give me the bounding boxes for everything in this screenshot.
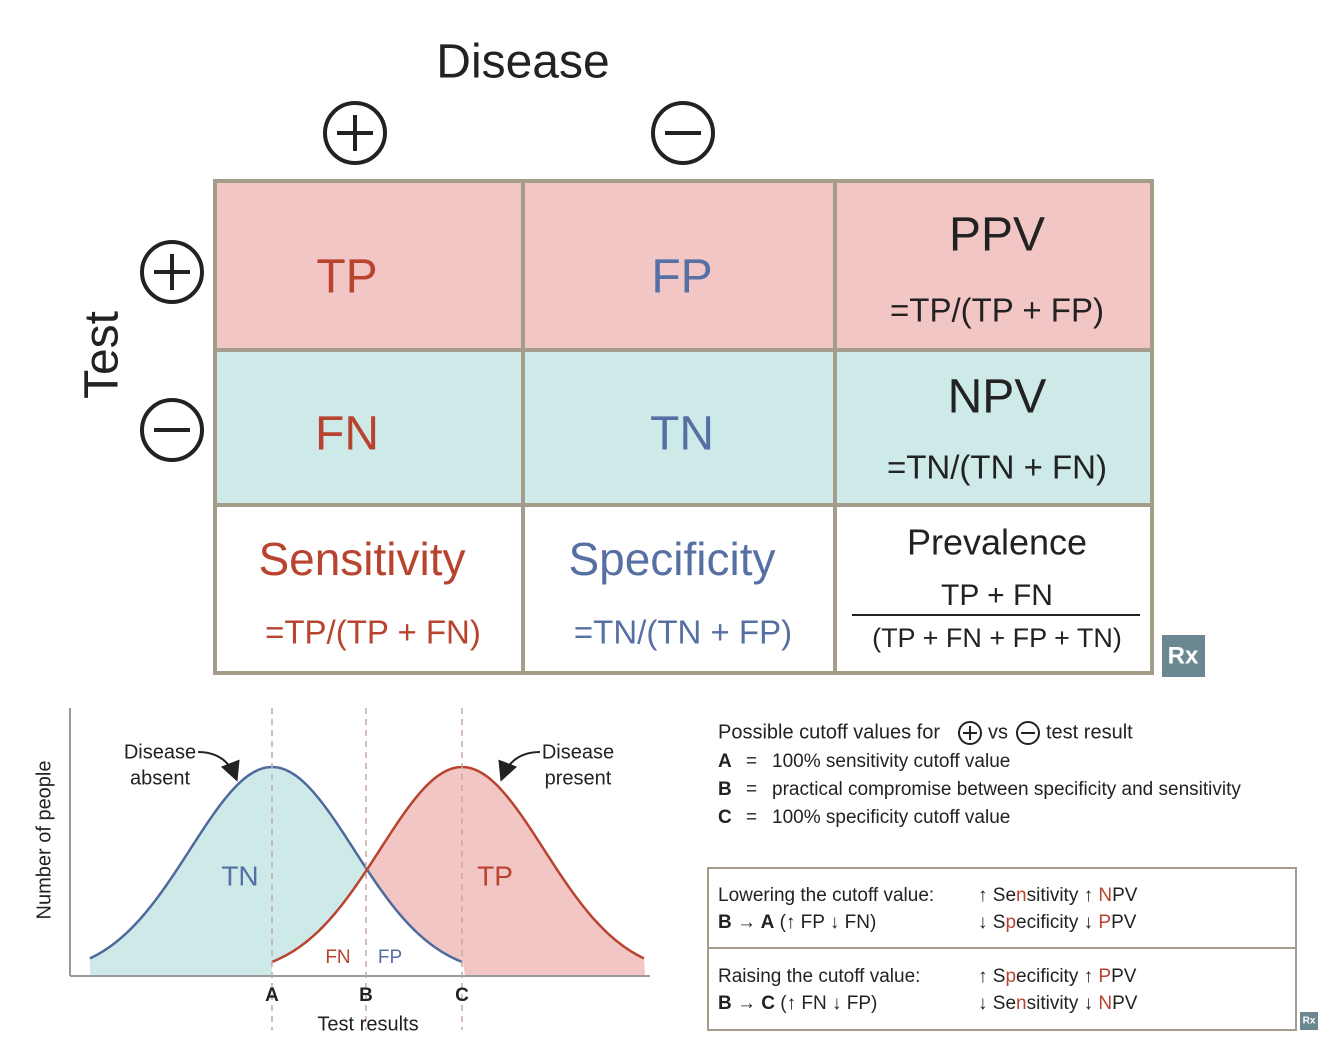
plus-icon (958, 721, 982, 745)
text-part: N (1098, 993, 1112, 1014)
npv-label: NPV (948, 371, 1047, 424)
logo (1162, 635, 1205, 677)
distribution-curves (89, 765, 645, 976)
text-part: (↑ FP ↓ FN) (774, 912, 876, 933)
legend-key: A (718, 751, 732, 772)
effect-title: Raising the cutoff value: (718, 966, 920, 987)
cutoff-label: B (359, 985, 373, 1006)
tn-area (90, 767, 366, 976)
plus-icon (140, 240, 204, 304)
text-part: ↓ Se (978, 993, 1016, 1014)
prevalence-label: Prevalence (907, 522, 1087, 563)
text-part: PV (1111, 912, 1137, 933)
pointer-arrow (498, 751, 541, 782)
legend-eq: = (746, 751, 757, 772)
legend-eq: = (746, 807, 757, 828)
text-part: ecificity ↑ (1016, 966, 1098, 987)
text-part: ↑ Se (978, 885, 1016, 906)
prevalence-numerator: TP + FN (941, 579, 1053, 612)
fn-cell: FN (315, 408, 379, 461)
effect-text: B → C (↑ FN ↓ FP) (718, 993, 877, 1014)
text-part: B → A (718, 912, 775, 933)
logo (1300, 1012, 1318, 1030)
legend-heading: Possible cutoff values for (718, 721, 940, 743)
tn-cell: TN (650, 408, 714, 461)
legend-eq: = (746, 779, 757, 800)
effect-text: ↓ Sensitivity ↓ NPV (978, 993, 1138, 1014)
plus-icon (323, 101, 387, 165)
legend-items: A = 100% sensitivity cutoff value B = practic… (718, 751, 1241, 828)
ppv-label: PPV (949, 209, 1045, 262)
fn-region: FN (325, 947, 350, 968)
effect-title: Lowering the cutoff value: (718, 885, 934, 906)
text-part: PV (1111, 966, 1137, 987)
cutoff-lines (271, 708, 463, 1030)
legend-key: B (718, 779, 732, 800)
text-part: sitivity ↓ (1027, 993, 1099, 1014)
text-part: ↑ S (978, 966, 1005, 987)
disease-present-label: present (545, 767, 612, 789)
specificity-formula: =TN/(TN + FP) (574, 614, 792, 651)
text-part: ecificity ↓ (1016, 912, 1098, 933)
legend-key: C (718, 807, 732, 828)
sensitivity-label: Sensitivity (258, 533, 465, 585)
minus-icon (140, 398, 204, 462)
minus-icon (1016, 721, 1040, 745)
text-part: N (1098, 885, 1112, 906)
text-part: PV (1112, 885, 1138, 906)
text-part: P (1098, 966, 1111, 987)
text-part: n (1016, 993, 1027, 1014)
disease-absent-label: Disease (124, 741, 196, 763)
text-part: P (1098, 912, 1111, 933)
legend-text: 100% sensitivity cutoff value (772, 751, 1010, 772)
npv-formula: =TN/(TN + FN) (887, 449, 1107, 486)
fp-region: FP (378, 947, 402, 968)
logo-text: Rx (1168, 642, 1199, 669)
text-part: sitivity ↑ (1027, 885, 1099, 906)
legend-text: practical compromise between specificity… (772, 779, 1241, 800)
axes (69, 708, 650, 977)
disease-absent-label: absent (130, 767, 190, 789)
specificity-label: Specificity (568, 533, 775, 585)
text-part: B → C (718, 993, 775, 1014)
minus-icon (651, 101, 715, 165)
x-axis-label: Test results (317, 1013, 418, 1035)
tn-region: TN (221, 860, 258, 891)
legend-heading: vs (988, 721, 1008, 743)
tp-area (366, 767, 645, 976)
disease-present-curve (271, 765, 645, 964)
legend-heading: test result (1046, 721, 1133, 743)
logo-text: Rx (1303, 1016, 1316, 1027)
disease-absent-curve (89, 765, 463, 964)
cutoff-label: A (265, 985, 279, 1006)
test-header: Test (76, 311, 129, 399)
pointer-arrow (197, 751, 240, 782)
legend-text: 100% specificity cutoff value (772, 807, 1010, 828)
ppv-formula: =TP/(TP + FP) (890, 292, 1104, 329)
effects: Lowering the cutoff value: B → A (↑ FP ↓ … (718, 885, 1138, 1014)
disease-header: Disease (436, 36, 609, 89)
effect-text: B → A (↑ FP ↓ FN) (718, 912, 876, 933)
text-part: p (1005, 966, 1016, 987)
sensitivity-formula: =TP/(TP + FN) (265, 614, 481, 651)
text-part: (↑ FN ↓ FP) (775, 993, 877, 1014)
effect-text: ↑ Specificity ↑ PPV (978, 966, 1137, 987)
text-part: p (1005, 912, 1016, 933)
disease-present-label: Disease (542, 741, 614, 763)
y-axis-label: Number of people (33, 761, 55, 920)
text-part: n (1016, 885, 1027, 906)
effect-text: ↑ Sensitivity ↑ NPV (978, 885, 1138, 906)
text-part: ↓ S (978, 912, 1005, 933)
text-part: PV (1112, 993, 1138, 1014)
tp-cell: TP (316, 251, 377, 304)
tp-region: TP (477, 860, 513, 891)
prevalence-denominator: (TP + FN + FP + TN) (872, 623, 1122, 653)
fp-cell: FP (651, 251, 712, 304)
matrix (213, 179, 1154, 675)
effect-text: ↓ Specificity ↓ PPV (978, 912, 1137, 933)
cutoff-label: C (455, 985, 469, 1006)
